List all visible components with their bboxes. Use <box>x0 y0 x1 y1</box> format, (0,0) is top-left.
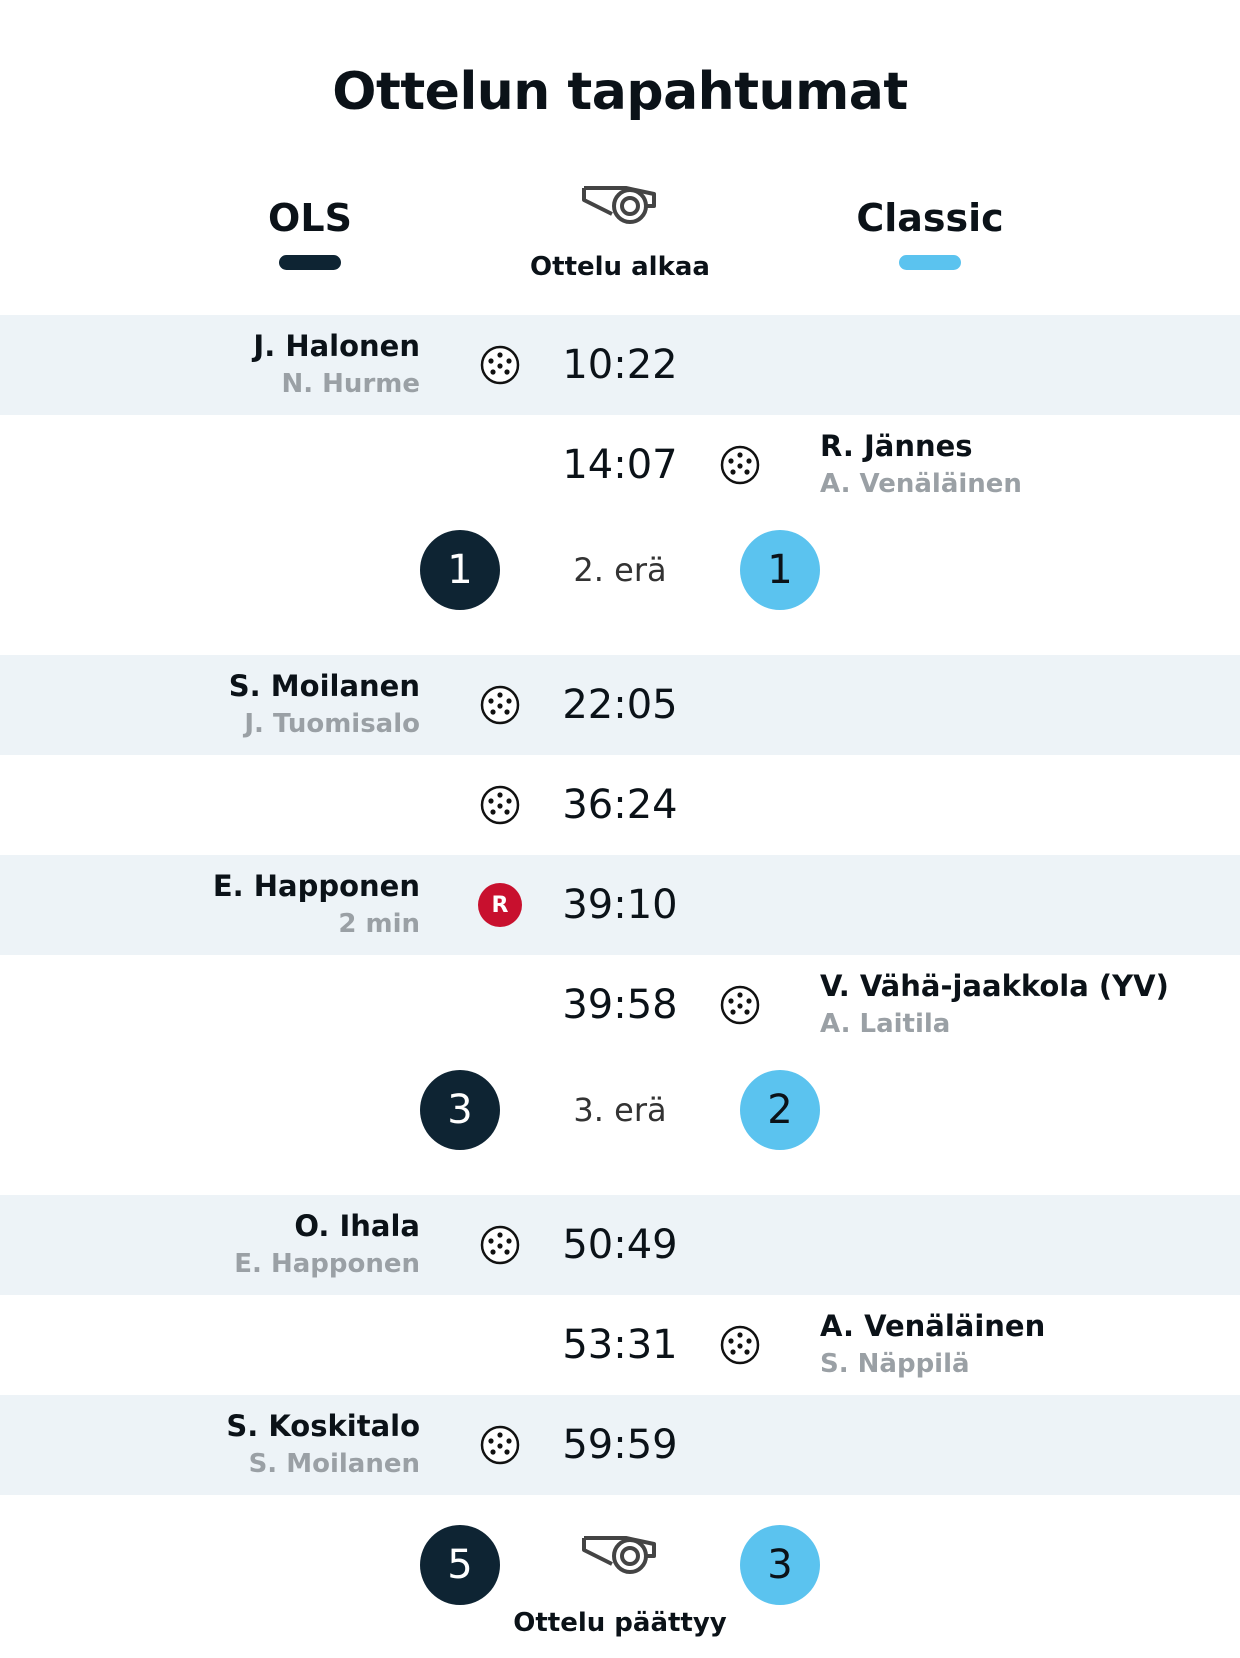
floorball-icon <box>719 1324 761 1366</box>
event-time: 36:24 <box>562 782 678 828</box>
event-player: S. Koskitalo <box>226 1409 420 1443</box>
away-period-score: 1 <box>740 530 820 610</box>
floorball-icon <box>479 1224 521 1266</box>
event-players: O. Ihala E. Happonen <box>234 1207 420 1283</box>
event-player: S. Moilanen <box>228 669 420 703</box>
event-time: 59:59 <box>562 1422 678 1468</box>
event-row: 36:24 <box>0 755 1240 855</box>
away-team-name: Classic <box>856 196 1004 240</box>
penalty-badge-letter: R <box>478 883 522 927</box>
period-score-row: 1 2. erä 1 <box>0 515 1240 625</box>
event-player: R. Jännes <box>820 429 973 463</box>
event-assist: 2 min <box>338 909 420 939</box>
event-row: 22:05 S. Moilanen J. Tuomisalo <box>0 655 1240 755</box>
page-title: Ottelun tapahtumat <box>332 62 908 122</box>
event-time: 22:05 <box>562 682 678 728</box>
away-period-score: 2 <box>740 1070 820 1150</box>
home-period-score: 3 <box>420 1070 500 1150</box>
event-assist: J. Tuomisalo <box>244 709 420 739</box>
event-players: A. Venäläinen S. Näppilä <box>820 1307 1045 1383</box>
whistle-icon <box>580 1530 660 1584</box>
event-player: E. Happonen <box>212 869 420 903</box>
event-players: E. Happonen 2 min <box>213 867 420 943</box>
whistle-icon <box>580 180 660 234</box>
event-player: V. Vähä-jaakkola (YV) <box>820 969 1169 1003</box>
event-row: 53:31 A. Venäläinen S. Näppilä <box>0 1295 1240 1395</box>
away-team-color-bar <box>899 255 961 270</box>
event-assist: S. Näppilä <box>820 1349 970 1379</box>
match-start-label: Ottelu alkaa <box>530 252 710 282</box>
floorball-icon <box>479 684 521 726</box>
event-player: O. Ihala <box>294 1209 420 1243</box>
event-player: J. Halonen <box>253 329 420 363</box>
event-assist: E. Happonen <box>234 1249 420 1279</box>
home-team-color-bar <box>279 255 341 270</box>
event-assist: S. Moilanen <box>248 1449 420 1479</box>
event-players: V. Vähä-jaakkola (YV) A. Laitila <box>820 967 1169 1043</box>
event-row: 10:22 J. Halonen N. Hurme <box>0 315 1240 415</box>
floorball-icon <box>719 984 761 1026</box>
event-row: 14:07 R. Jännes A. Venäläinen <box>0 415 1240 515</box>
period-score-row: 3 3. erä 2 <box>0 1055 1240 1165</box>
event-assist: N. Hurme <box>281 369 420 399</box>
event-player: A. Venäläinen <box>820 1309 1046 1343</box>
event-time: 14:07 <box>562 442 678 488</box>
final-home-score: 5 <box>420 1525 500 1605</box>
match-end-label: Ottelu päättyy <box>513 1608 727 1638</box>
final-away-score: 3 <box>740 1525 820 1605</box>
home-team-name: OLS <box>268 196 352 240</box>
period-label: 3. erä <box>573 1091 667 1129</box>
event-row: 59:59 S. Koskitalo S. Moilanen <box>0 1395 1240 1495</box>
floorball-icon <box>719 444 761 486</box>
event-time: 53:31 <box>562 1322 678 1368</box>
event-time: 39:10 <box>562 882 678 928</box>
home-period-score: 1 <box>420 530 500 610</box>
period-label: 2. erä <box>573 551 667 589</box>
event-row: 39:10 R E. Happonen 2 min <box>0 855 1240 955</box>
event-assist: A. Laitila <box>820 1009 951 1039</box>
floorball-icon <box>479 784 521 826</box>
event-assist: A. Venäläinen <box>820 469 1022 499</box>
event-row: 39:58 V. Vähä-jaakkola (YV) A. Laitila <box>0 955 1240 1055</box>
event-time: 10:22 <box>562 342 678 388</box>
event-row: 50:49 O. Ihala E. Happonen <box>0 1195 1240 1295</box>
event-time: 50:49 <box>562 1222 678 1268</box>
floorball-icon <box>479 1424 521 1466</box>
event-time: 39:58 <box>562 982 678 1028</box>
penalty-icon: R <box>478 883 522 927</box>
event-players: R. Jännes A. Venäläinen <box>820 427 1022 503</box>
event-players: S. Moilanen J. Tuomisalo <box>229 667 420 743</box>
event-players: S. Koskitalo S. Moilanen <box>226 1407 420 1483</box>
floorball-icon <box>479 344 521 386</box>
event-players: J. Halonen N. Hurme <box>253 327 420 403</box>
